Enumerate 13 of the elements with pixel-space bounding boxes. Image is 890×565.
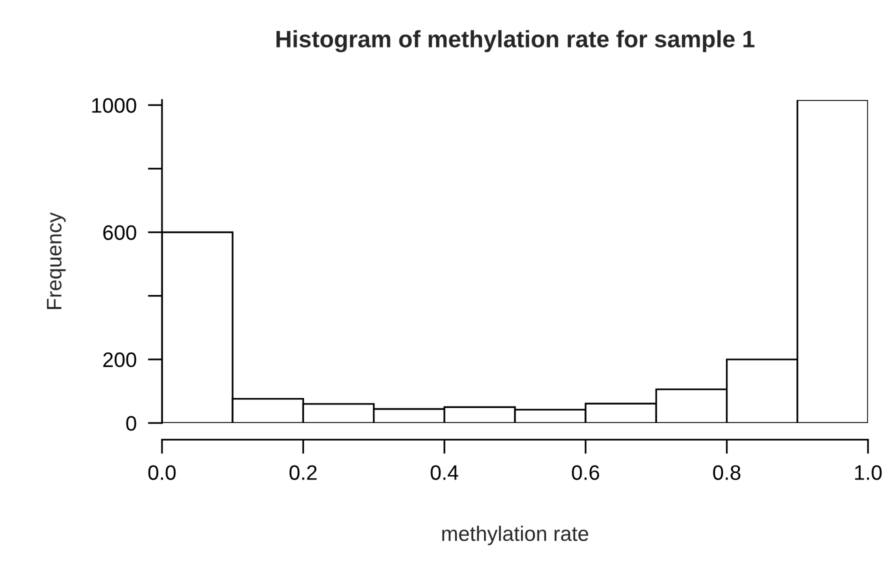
x-tick-label: 0.2 <box>290 465 317 480</box>
x-axis-title: methylation rate <box>442 526 588 546</box>
y-tick-label: 200 <box>103 352 136 368</box>
x-tick-label: 0.6 <box>572 465 600 480</box>
x-tick-label: 0.4 <box>430 465 458 480</box>
x-tick-label: 1.0 <box>855 465 882 480</box>
y-tick-label: 0 <box>126 416 136 431</box>
y-tick-label: 600 <box>103 225 136 240</box>
x-tick-label: 0.0 <box>148 465 176 480</box>
y-tick-label: 1000 <box>92 98 136 113</box>
y-axis-title: Frequency <box>47 212 66 309</box>
chart-title: Histogram of methylation rate for sample 1 <box>276 30 754 52</box>
x-tick-label: 0.8 <box>713 465 740 480</box>
